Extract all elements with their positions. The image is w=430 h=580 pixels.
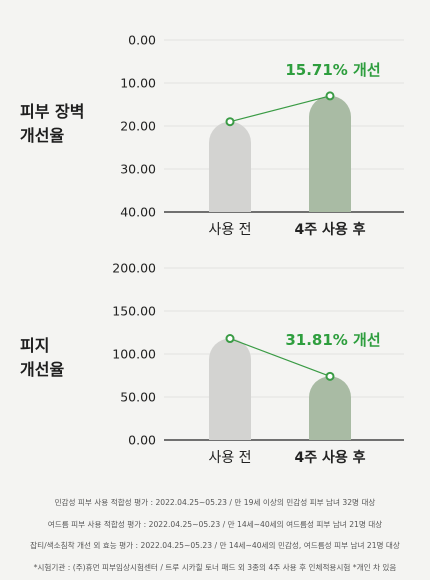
y-tick-label: 200.00 — [112, 261, 156, 276]
improvement-annotation: 15.71% 개선 — [285, 61, 380, 79]
sebum-chart: 0.00 50.00 100.00 150.00 200.00 사용 전 4주 사용 후 31… — [112, 261, 404, 466]
chart2-row-label-line1: 피지 — [20, 336, 50, 355]
chart2-row-label-line2: 개선율 — [20, 360, 65, 379]
y-tick-label: 20.00 — [120, 119, 156, 134]
footnotes: 민감성 피부 사용 적합성 평가 : 2022.04.25~05.23 / 만 … — [0, 492, 430, 578]
bar-after — [309, 376, 351, 440]
chart1-row-label-line2: 개선율 — [20, 126, 65, 145]
y-tick-label: 100.00 — [112, 347, 156, 362]
data-point-marker — [225, 334, 235, 344]
y-tick-label: 10.00 — [120, 76, 156, 91]
category-label: 사용 전 — [208, 222, 251, 238]
chart2-row-label: 피지 개선율 — [20, 334, 64, 382]
y-tick-label: 0.00 — [128, 433, 156, 448]
y-tick-label: 50.00 — [120, 390, 156, 405]
footnote-2: 여드름 피부 사용 적합성 평가 : 2022.04.25~05.23 / 만 … — [47, 519, 383, 529]
skin-barrier-chart: 0.00 10.00 20.00 30.00 40.00 사용 전 4주 사용 후 15.71… — [120, 33, 404, 238]
category-label: 4주 사용 후 — [294, 222, 365, 238]
chart1-row-label: 피부 장벽 개선율 — [20, 100, 84, 148]
category-label: 4주 사용 후 — [294, 450, 365, 466]
category-label: 사용 전 — [208, 450, 251, 466]
data-point-marker — [325, 371, 335, 381]
trend-line — [229, 95, 331, 123]
footnote-4: *시험기관 : (주)휴먼 피부임상시험센터 / 트루 시카힐 토너 패드 외 … — [33, 562, 397, 572]
y-tick-label: 40.00 — [120, 205, 156, 220]
footnote-3: 잡티/색소침착 개선 외 효능 평가 : 2022.04.25~05.23 / … — [30, 541, 400, 550]
bar-after — [309, 95, 351, 212]
data-point-marker — [325, 91, 335, 101]
chart1-row-label-line1: 피부 장벽 — [20, 102, 85, 121]
footnote-1: 민감성 피부 사용 적합성 평가 : 2022.04.25~05.23 / 만 … — [54, 498, 376, 507]
trend-line — [229, 337, 331, 377]
data-point-marker — [225, 117, 235, 127]
y-tick-label: 150.00 — [112, 304, 156, 319]
improvement-annotation: 31.81% 개선 — [285, 331, 380, 349]
y-tick-label: 30.00 — [120, 162, 156, 177]
bar-before — [209, 338, 251, 440]
y-tick-label: 0.00 — [128, 33, 156, 48]
bar-before — [209, 121, 251, 212]
